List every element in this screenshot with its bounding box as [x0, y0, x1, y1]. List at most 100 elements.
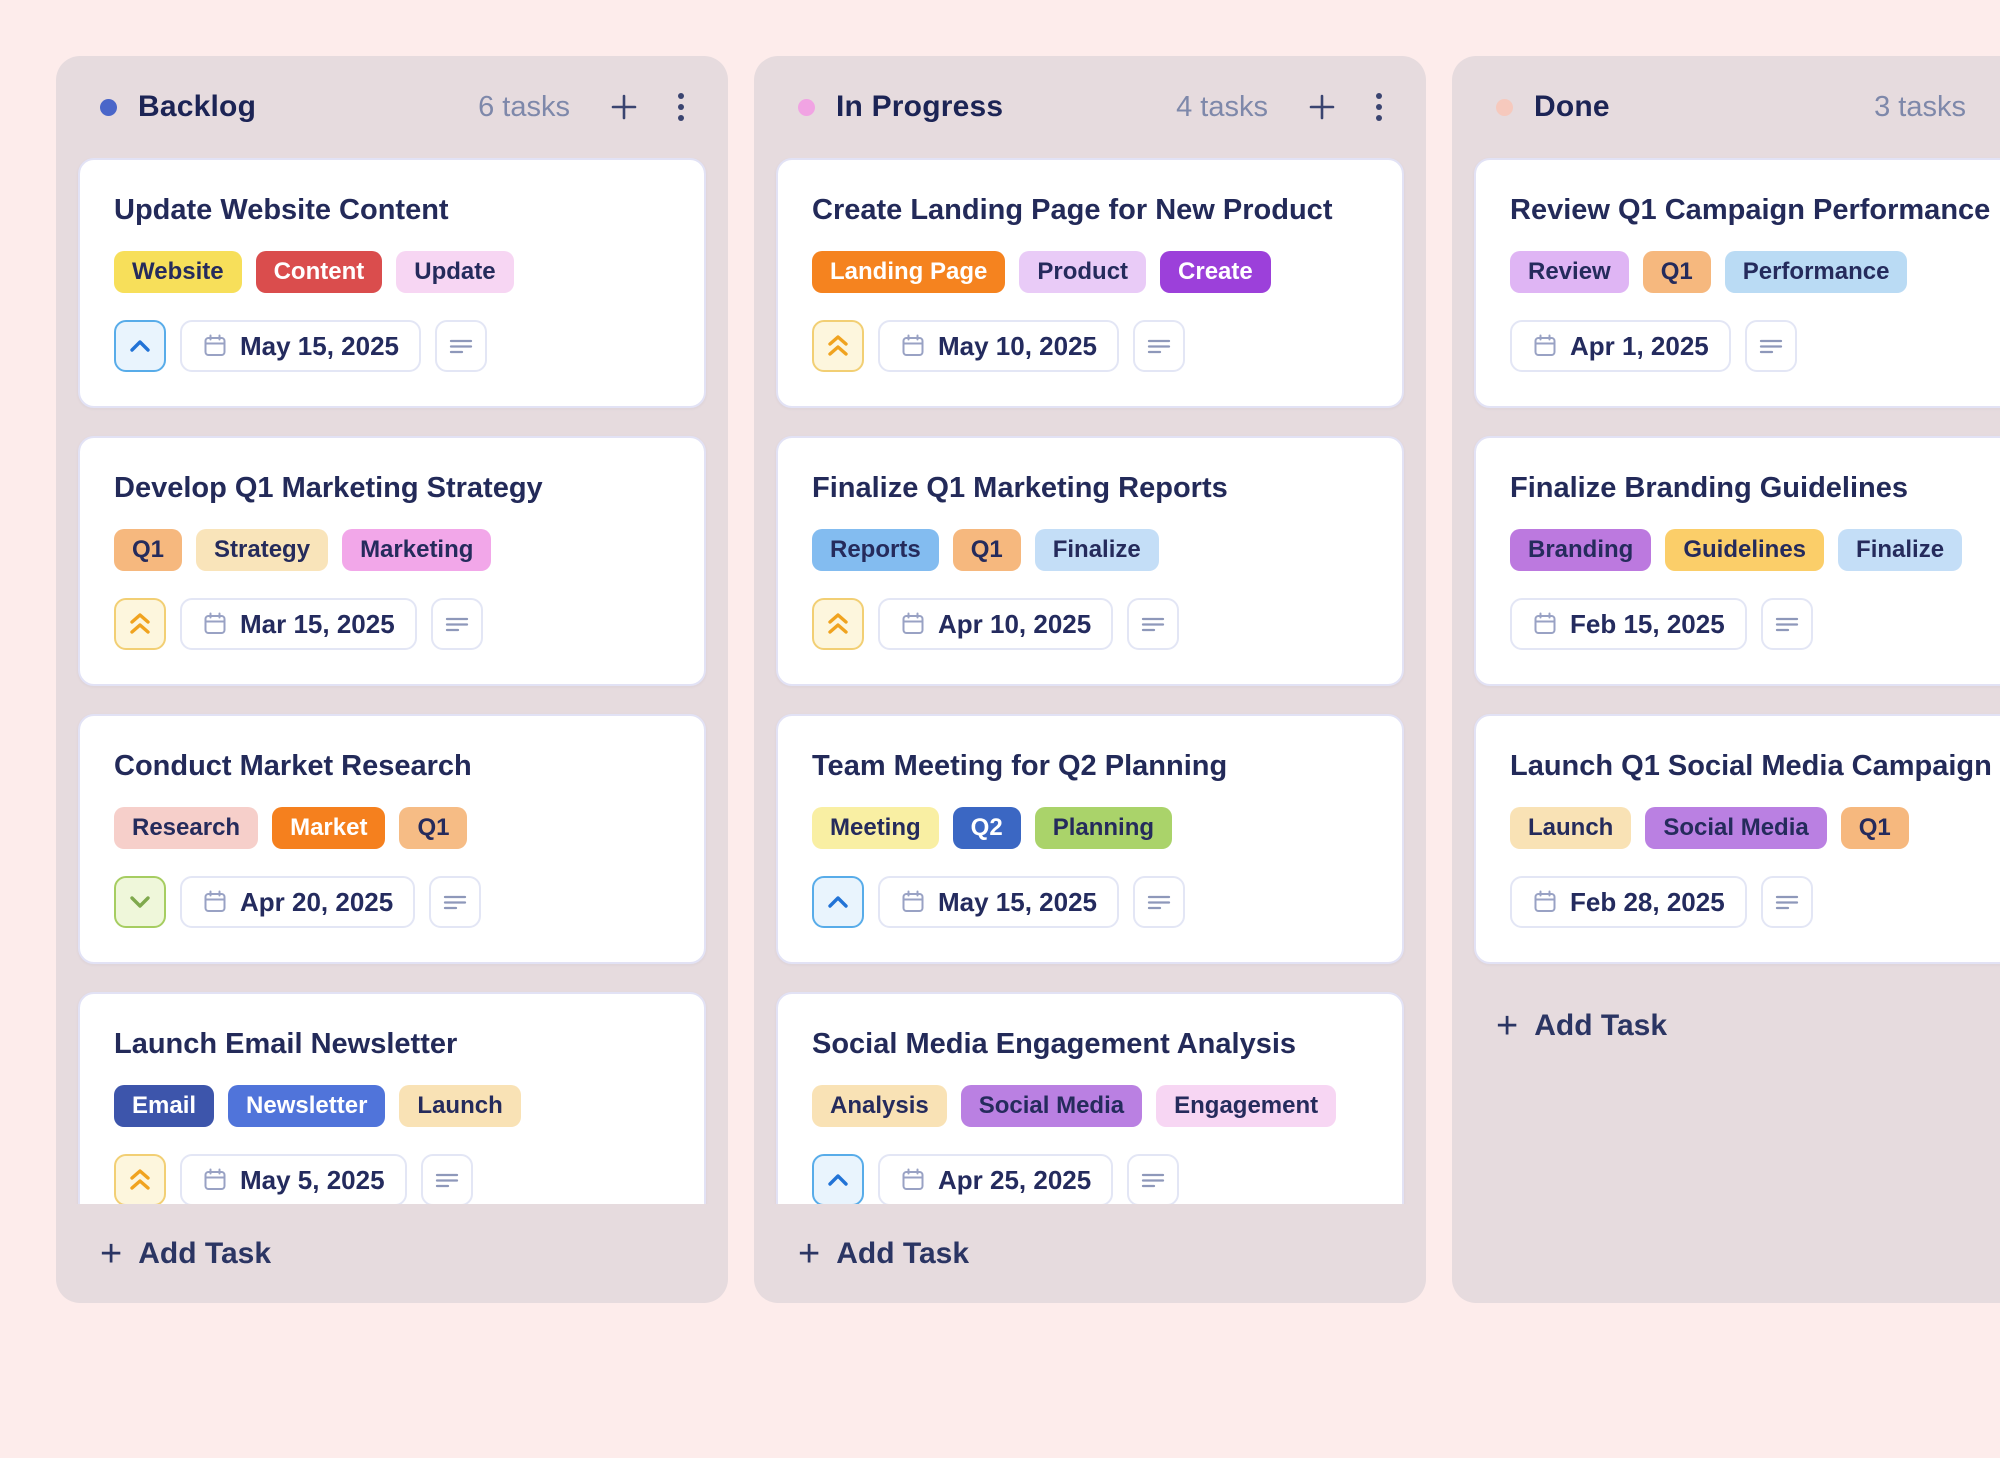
- priority-badge[interactable]: [114, 876, 166, 928]
- column-header: Backlog 6 tasks: [56, 56, 728, 158]
- task-tag: Meeting: [812, 807, 939, 849]
- due-date-label: Feb 15, 2025: [1570, 608, 1725, 639]
- kebab-menu-icon: [1376, 93, 1382, 121]
- task-card[interactable]: Social Media Engagement Analysis Analysi…: [776, 992, 1404, 1204]
- tags-row: Branding Guidelines Finalize: [1510, 529, 2000, 571]
- add-task-icon-button[interactable]: [608, 87, 640, 127]
- priority-badge[interactable]: [114, 598, 166, 650]
- add-task-button[interactable]: + Add Task: [1452, 992, 2000, 1060]
- task-card[interactable]: Create Landing Page for New Product Land…: [776, 158, 1404, 408]
- tags-row: Landing Page Product Create: [812, 251, 1368, 293]
- due-date-button[interactable]: May 15, 2025: [180, 320, 422, 372]
- task-tag: Content: [255, 251, 383, 293]
- description-button[interactable]: [1760, 598, 1813, 650]
- calendar-icon: [900, 611, 926, 637]
- description-button[interactable]: [1744, 320, 1797, 372]
- due-date-button[interactable]: May 10, 2025: [878, 320, 1120, 372]
- task-title: Finalize Branding Guidelines: [1510, 472, 1908, 504]
- task-meta-row: May 15, 2025: [114, 320, 670, 372]
- task-title: Update Website Content: [114, 194, 449, 226]
- priority-badge[interactable]: [114, 320, 166, 372]
- task-card[interactable]: Team Meeting for Q2 Planning Meeting Q2 Pl…: [776, 714, 1404, 964]
- column-color-dot: [798, 98, 815, 116]
- description-button[interactable]: [429, 876, 482, 928]
- double-chevron-up-icon: [130, 613, 150, 634]
- task-card[interactable]: Launch Q1 Social Media Campaign Launch So…: [1474, 714, 2000, 964]
- tags-row: Q1 Strategy Marketing: [114, 529, 670, 571]
- task-title: Launch Email Newsletter: [114, 1028, 458, 1060]
- description-button[interactable]: [1760, 876, 1813, 928]
- column-menu-button[interactable]: [1376, 87, 1382, 127]
- due-date-button[interactable]: May 5, 2025: [180, 1154, 407, 1204]
- due-date-button[interactable]: Apr 25, 2025: [878, 1154, 1114, 1204]
- task-meta-row: May 10, 2025: [812, 320, 1368, 372]
- priority-badge[interactable]: [114, 1154, 166, 1204]
- plus-icon: +: [100, 1232, 123, 1275]
- priority-badge[interactable]: [812, 876, 864, 928]
- task-card[interactable]: Conduct Market Research Research Market Q1: [78, 714, 706, 964]
- priority-badge[interactable]: [812, 598, 864, 650]
- kebab-menu-icon: [678, 93, 684, 121]
- add-task-icon-button[interactable]: [1306, 87, 1338, 127]
- double-chevron-up-icon: [130, 1169, 150, 1190]
- task-tag: Planning: [1034, 807, 1173, 849]
- due-date-button[interactable]: Apr 10, 2025: [878, 598, 1114, 650]
- due-date-label: Apr 25, 2025: [938, 1164, 1092, 1195]
- task-tag: Guidelines: [1665, 529, 1825, 571]
- add-task-button[interactable]: + Add Task: [56, 1204, 728, 1303]
- description-button[interactable]: [1133, 876, 1186, 928]
- task-card[interactable]: Finalize Branding Guidelines Branding Gui…: [1474, 436, 2000, 686]
- task-title: Social Media Engagement Analysis: [812, 1028, 1297, 1060]
- column-done: Done 3 tasks Review Q1 Campaign Performa…: [1452, 56, 2000, 1303]
- calendar-icon: [202, 333, 228, 359]
- task-tag: Launch: [399, 1085, 521, 1127]
- task-tag: Reports: [812, 529, 939, 571]
- due-date-button[interactable]: Mar 15, 2025: [180, 598, 417, 650]
- task-card[interactable]: Finalize Q1 Marketing Reports Reports Q1 F…: [776, 436, 1404, 686]
- due-date-button[interactable]: Apr 20, 2025: [180, 876, 416, 928]
- task-card[interactable]: Update Website Content Website Content Upd…: [78, 158, 706, 408]
- description-button[interactable]: [435, 320, 488, 372]
- description-icon: [1774, 613, 1800, 635]
- description-icon: [1140, 1169, 1166, 1191]
- description-button[interactable]: [420, 1154, 473, 1204]
- task-title: Finalize Q1 Marketing Reports: [812, 472, 1228, 504]
- due-date-button[interactable]: Apr 1, 2025: [1510, 320, 1731, 372]
- due-date-button[interactable]: Feb 15, 2025: [1510, 598, 1747, 650]
- column-header-actions: 4 tasks: [1176, 87, 1382, 127]
- task-meta-row: Apr 20, 2025: [114, 876, 670, 928]
- description-icon: [434, 1169, 460, 1191]
- description-button[interactable]: [1127, 598, 1180, 650]
- tags-row: Meeting Q2 Planning: [812, 807, 1368, 849]
- column-color-dot: [1496, 98, 1513, 116]
- tags-row: Research Market Q1: [114, 807, 670, 849]
- column-task-count: 4 tasks: [1176, 90, 1268, 123]
- cards-list: Create Landing Page for New Product Land…: [754, 158, 1426, 1204]
- tags-row: Website Content Update: [114, 251, 670, 293]
- description-button[interactable]: [430, 598, 483, 650]
- add-task-button[interactable]: + Add Task: [754, 1204, 1426, 1303]
- column-in-progress: In Progress 4 tasks Create Landing Page …: [754, 56, 1426, 1303]
- column-menu-button[interactable]: [678, 87, 684, 127]
- task-card[interactable]: Launch Email Newsletter Email Newsletter L…: [78, 992, 706, 1204]
- plus-icon: [1306, 91, 1338, 123]
- due-date-button[interactable]: May 15, 2025: [878, 876, 1120, 928]
- task-tag: Q1: [1642, 251, 1711, 293]
- calendar-icon: [1532, 611, 1558, 637]
- due-date-button[interactable]: Feb 28, 2025: [1510, 876, 1747, 928]
- task-meta-row: Apr 10, 2025: [812, 598, 1368, 650]
- task-tag: Q1: [952, 529, 1021, 571]
- tags-row: Reports Q1 Finalize: [812, 529, 1368, 571]
- task-card[interactable]: Review Q1 Campaign Performance Review Q1 P…: [1474, 158, 2000, 408]
- priority-badge[interactable]: [812, 1154, 864, 1204]
- task-tag: Q2: [952, 807, 1021, 849]
- description-button[interactable]: [1127, 1154, 1180, 1204]
- priority-badge[interactable]: [812, 320, 864, 372]
- task-card[interactable]: Develop Q1 Marketing Strategy Q1 Strategy…: [78, 436, 706, 686]
- description-button[interactable]: [1133, 320, 1186, 372]
- calendar-icon: [202, 1167, 228, 1193]
- task-tag: Landing Page: [812, 251, 1006, 293]
- task-tag: Q1: [1840, 807, 1909, 849]
- double-chevron-up-icon: [828, 613, 848, 634]
- task-meta-row: Apr 25, 2025: [812, 1154, 1368, 1204]
